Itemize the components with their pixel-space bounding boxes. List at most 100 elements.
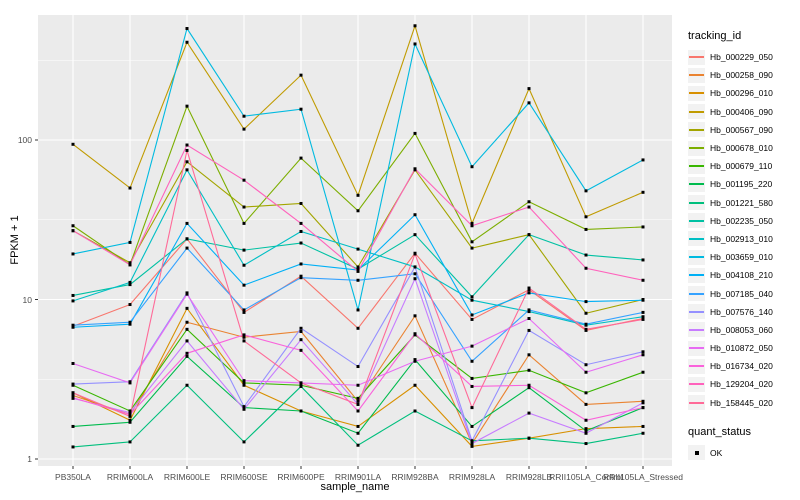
- data-point: [356, 399, 360, 403]
- x-tick-label: RRIM928BA: [391, 472, 439, 482]
- series-color-swatch: [689, 110, 704, 113]
- legend-key-line-icon: [688, 376, 705, 392]
- data-point: [527, 200, 531, 204]
- data-point: [185, 104, 189, 108]
- legend-key-line-icon: [688, 104, 705, 120]
- data-point: [584, 215, 588, 219]
- data-point: [584, 363, 588, 367]
- series-color-swatch: [689, 56, 704, 59]
- legend-entry-label: Hb_007185_040: [710, 288, 773, 299]
- data-point: [470, 224, 474, 228]
- data-point: [71, 299, 75, 303]
- legend-entry-label: Hb_002913_010: [710, 233, 773, 244]
- legend-entry-label: Hb_010872_050: [710, 343, 773, 354]
- data-point: [527, 87, 531, 91]
- data-point: [71, 325, 75, 329]
- data-point: [527, 286, 531, 290]
- data-point: [185, 320, 189, 324]
- data-point: [185, 327, 189, 331]
- data-point: [185, 143, 189, 147]
- data-point: [71, 323, 75, 327]
- legend-key-line-icon: [688, 286, 705, 302]
- data-point: [584, 370, 588, 374]
- legend-entry: Hb_000679_110: [688, 157, 800, 175]
- legend-key-line-icon: [688, 395, 705, 411]
- data-point: [128, 411, 132, 415]
- data-point: [128, 240, 132, 244]
- series-color-swatch: [689, 401, 704, 404]
- y-axis-title: FPKM + 1: [9, 215, 21, 265]
- x-axis-title: sample_name: [320, 481, 390, 493]
- data-point: [71, 293, 75, 297]
- data-point: [185, 160, 189, 164]
- legend-entry: Hb_002235_050: [688, 212, 800, 230]
- data-point: [242, 127, 246, 131]
- data-point: [71, 394, 75, 398]
- data-point: [527, 291, 531, 295]
- legend-entry-label: Hb_000296_010: [710, 88, 773, 99]
- series-color-swatch: [689, 347, 704, 350]
- data-point: [242, 333, 246, 337]
- legend-entry-label: Hb_000406_090: [710, 106, 773, 117]
- legend-entry: Hb_129204_020: [688, 375, 800, 393]
- data-point: [470, 246, 474, 250]
- data-point: [185, 306, 189, 310]
- data-point: [470, 240, 474, 244]
- legend-entry: Hb_000678_010: [688, 139, 800, 157]
- data-point: [584, 429, 588, 433]
- data-point: [128, 261, 132, 265]
- data-point: [641, 424, 645, 428]
- legend-key-line-icon: [688, 195, 705, 211]
- data-point: [71, 382, 75, 386]
- data-point: [185, 383, 189, 387]
- data-point: [527, 436, 531, 440]
- data-point: [71, 424, 75, 428]
- data-point: [527, 310, 531, 314]
- data-point: [413, 167, 417, 171]
- data-point: [470, 406, 474, 410]
- x-tick-label: RRIM600PE: [277, 472, 325, 482]
- data-point: [470, 384, 474, 388]
- data-point: [242, 405, 246, 409]
- data-point: [356, 209, 360, 213]
- legend-key-line-icon: [688, 340, 705, 356]
- data-point: [299, 330, 303, 334]
- data-point: [413, 233, 417, 237]
- data-point: [413, 131, 417, 135]
- data-point: [128, 320, 132, 324]
- data-point: [470, 424, 474, 428]
- data-point: [470, 165, 474, 169]
- y-tick-label: 10: [22, 294, 32, 305]
- data-point: [641, 225, 645, 229]
- data-point: [641, 399, 645, 403]
- legend-title-quant-status: quant_status: [688, 425, 751, 438]
- data-point: [527, 308, 531, 312]
- data-point: [185, 246, 189, 250]
- data-point: [242, 283, 246, 287]
- data-point: [356, 431, 360, 435]
- legend-key-line-icon: [688, 249, 705, 265]
- data-point: [470, 376, 474, 380]
- data-point: [128, 420, 132, 424]
- data-point: [71, 142, 75, 146]
- legend-entry-label: OK: [710, 447, 723, 458]
- data-point: [299, 274, 303, 278]
- legend-entry-label: Hb_000258_090: [710, 70, 773, 81]
- data-point: [527, 101, 531, 105]
- y-tick-label: 100: [17, 135, 32, 145]
- data-point: [641, 298, 645, 302]
- data-point: [584, 427, 588, 431]
- data-point: [299, 201, 303, 205]
- legend-key-line-icon: [688, 49, 705, 65]
- data-point: [413, 359, 417, 363]
- legend-key-line-icon: [688, 158, 705, 174]
- data-point: [242, 221, 246, 225]
- legend-entry-label: Hb_001195_220: [710, 179, 773, 190]
- data-point: [470, 439, 474, 443]
- data-point: [128, 409, 132, 413]
- legend-key-line-icon: [688, 176, 705, 192]
- data-point: [185, 339, 189, 343]
- legend-entry: Hb_000567_090: [688, 121, 800, 139]
- legend-key-line-icon: [688, 85, 705, 101]
- data-point: [128, 414, 132, 418]
